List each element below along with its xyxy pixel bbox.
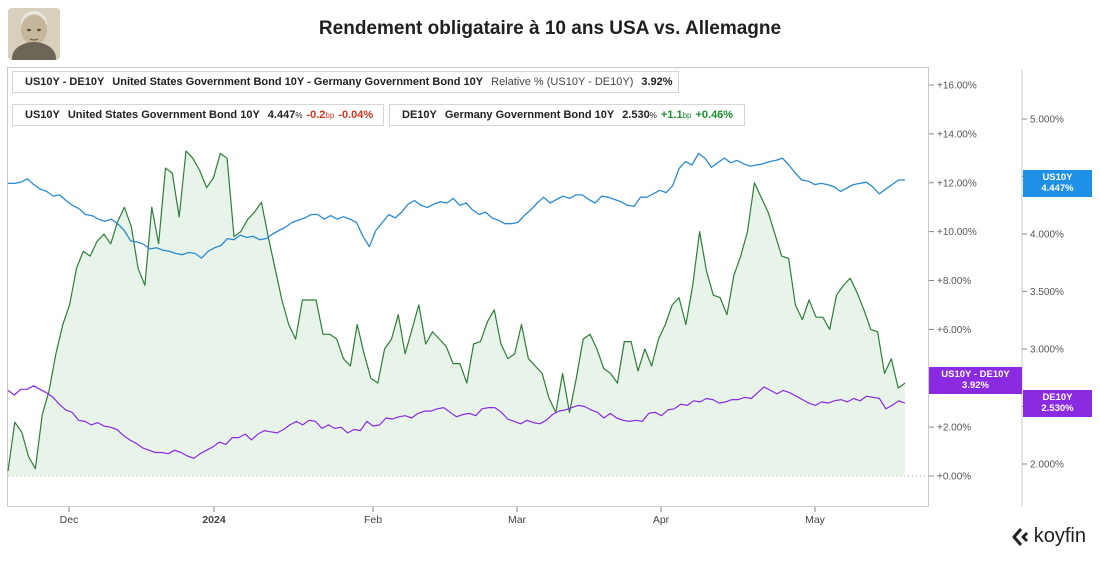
x-tick-label: Mar — [508, 514, 527, 526]
tag-us10y: US10Y 4.447% — [1023, 170, 1092, 197]
legend-spread-ticker: US10Y - DE10Y — [25, 76, 105, 88]
avatar — [8, 8, 60, 60]
brand-name: koyfin — [1033, 525, 1086, 547]
left-axis-ticks: +0.00%+2.00%+4.00%+6.00%+8.00%+10.00%+12… — [929, 81, 977, 483]
right-tick-label: 3.000% — [1030, 345, 1064, 356]
legend-us[interactable]: US10Y United States Government Bond 10Y … — [12, 104, 384, 126]
tag-de10y: DE10Y 2.530% — [1023, 390, 1092, 417]
right-tick-label: 4.000% — [1030, 230, 1064, 241]
spread-area — [8, 151, 905, 476]
x-axis-ticks: Dec 2024 Feb Mar Apr May — [60, 507, 826, 526]
legend-de-value: 2.530% — [622, 109, 657, 121]
legend-us-name: United States Government Bond 10Y — [67, 109, 260, 121]
chart-title: Rendement obligataire à 10 ans USA vs. A… — [318, 18, 782, 39]
plot-area[interactable] — [7, 67, 929, 507]
koyfin-mark-icon — [1012, 527, 1028, 546]
legend-us-ticker: US10Y — [25, 109, 60, 121]
tag-spread-value: 3.92% — [962, 380, 989, 391]
right-tick-label: 5.000% — [1030, 115, 1064, 126]
x-tick-label: May — [805, 514, 826, 526]
left-tick-label: +0.00% — [937, 472, 971, 483]
x-tick-label: Apr — [653, 514, 670, 526]
legend-spread-measure: Relative % (US10Y - DE10Y) — [491, 76, 634, 88]
x-tick-label: Dec — [60, 514, 79, 526]
x-tick-label: Feb — [364, 514, 382, 526]
legend-de-change-pct: +0.46% — [695, 109, 734, 121]
de10y-line — [7, 385, 906, 459]
legend-us-value: 4.447% — [267, 109, 303, 121]
left-tick-label: +2.00% — [937, 423, 971, 434]
legend-de[interactable]: DE10Y Germany Government Bond 10Y 2.530%… — [389, 104, 745, 126]
tag-de10y-label: DE10Y — [1042, 392, 1073, 403]
legend-us-change-pct: -0.04% — [338, 109, 374, 121]
legend-us-change-bp: -0.2bp — [306, 109, 335, 121]
tag-spread: US10Y - DE10Y 3.92% — [929, 367, 1022, 394]
left-tick-label: +16.00% — [937, 81, 977, 92]
legend-de-name: Germany Government Bond 10Y — [444, 109, 615, 121]
koyfin-logo: koyfin — [1012, 525, 1086, 548]
legend-spread-value: 3.92% — [641, 76, 673, 88]
legend-de-change-bp: +1.1bp — [660, 109, 692, 121]
legend-spread[interactable]: US10Y - DE10Y United States Government B… — [12, 71, 679, 93]
tag-spread-label: US10Y - DE10Y — [941, 369, 1010, 380]
area-layer — [8, 151, 905, 476]
tag-us10y-label: US10Y — [1042, 172, 1073, 183]
left-tick-label: +10.00% — [937, 227, 977, 238]
legend-de-ticker: DE10Y — [402, 109, 437, 121]
left-tick-label: +14.00% — [937, 129, 977, 140]
right-axis-ticks: 2.000%2.500%3.000%3.500%4.000%4.500%5.00… — [1021, 70, 1064, 506]
tag-de10y-value: 2.530% — [1041, 403, 1074, 414]
left-tick-label: +6.00% — [937, 325, 971, 336]
spread-line — [7, 150, 906, 472]
us10y-line — [8, 152, 905, 259]
right-tick-label: 3.500% — [1030, 287, 1064, 298]
x-tick-label: 2024 — [202, 514, 226, 526]
left-tick-label: +8.00% — [937, 276, 971, 287]
left-tick-label: +12.00% — [937, 178, 977, 189]
tag-us10y-value: 4.447% — [1041, 183, 1074, 194]
right-tick-label: 2.000% — [1030, 460, 1064, 471]
series-layer — [7, 150, 906, 472]
legend-spread-name: United States Government Bond 10Y - Germ… — [112, 76, 484, 88]
